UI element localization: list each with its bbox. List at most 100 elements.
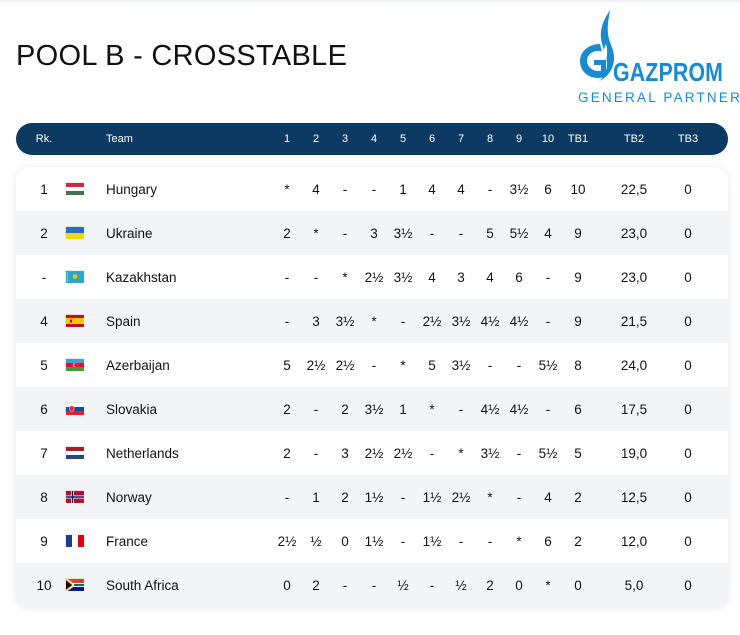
score-cell: 1: [312, 489, 320, 505]
score-cell: 3½: [393, 225, 413, 241]
tb3-cell: 0: [684, 577, 692, 593]
score-cell: 3: [312, 313, 320, 329]
score-cell: ½: [397, 577, 409, 593]
score-cell: 2: [486, 577, 494, 593]
score-cell: -: [371, 181, 377, 197]
sponsor-name: GAZPROM: [613, 57, 724, 87]
netherlands-flag: [65, 446, 84, 460]
tb3-cell: 0: [684, 445, 692, 461]
team-name: Hungary: [106, 181, 158, 197]
score-cell: 2½: [277, 533, 297, 549]
score-cell: 3½: [451, 313, 471, 329]
score-cell: -: [429, 577, 435, 593]
tb1-cell: 0: [574, 577, 582, 593]
score-cell: -: [284, 269, 290, 285]
tb3-cell: 0: [684, 269, 692, 285]
header-team: Team: [106, 133, 133, 145]
team-name: Azerbaijan: [106, 357, 170, 373]
header-tb2: TB2: [623, 133, 645, 145]
score-cell: -: [400, 533, 406, 549]
score-cell: -: [545, 269, 551, 285]
score-cell: 6: [515, 269, 523, 285]
score-cell: 0: [515, 577, 523, 593]
score-cell: -: [487, 533, 493, 549]
score-cell: ½: [455, 577, 467, 593]
score-cell: *: [400, 357, 406, 373]
score-cell: -: [487, 181, 493, 197]
table-row: 9 France 2½ ½ 0 1½ -1½ - - * 6 2 12,0 0: [16, 519, 728, 563]
score-cell: 2: [283, 445, 291, 461]
header-round-9: 9: [515, 133, 523, 145]
score-cell: -: [429, 225, 435, 241]
score-cell: 2: [283, 401, 291, 417]
table-row: - Kazakhstan - - * 2½ 3½ 4 3 4 6 - 9 23,0 0: [16, 255, 728, 299]
header-round-2: 2: [312, 133, 320, 145]
tb2-cell: 5,0: [624, 577, 644, 593]
score-cell: -: [400, 489, 406, 505]
score-cell: -: [342, 181, 348, 197]
score-cell: 1: [399, 401, 407, 417]
tb1-cell: 5: [574, 445, 582, 461]
south-africa-flag: [65, 578, 84, 591]
tb3-cell: 0: [684, 313, 692, 329]
score-cell: -: [516, 357, 522, 373]
score-cell: -: [313, 401, 319, 417]
spain-flag: [65, 314, 84, 327]
score-cell: 3½: [335, 313, 355, 329]
crosstable: 1 Hungary * 4- -1 4 4-3½ 6 10 22,5 0 2 Ukraine 2 * -3 3½…: [16, 167, 728, 607]
tb1-cell: 10: [570, 181, 586, 197]
team-name: France: [106, 533, 149, 549]
table-row: 8 Norway -1 2 1½ -1½ 2½ * -4 2 12,5 0: [16, 475, 728, 519]
team-name: Netherlands: [106, 445, 179, 461]
tb3-cell: 0: [684, 225, 692, 241]
top-divider: [0, 0, 740, 4]
score-cell: 4½: [480, 313, 500, 329]
score-cell: 4: [428, 269, 436, 285]
norway-flag: [65, 490, 84, 503]
score-cell: -: [371, 357, 377, 373]
tb3-cell: 0: [684, 401, 692, 417]
score-cell: 2½: [335, 357, 355, 373]
table-row: 10 South Africa 0 2 - - ½ - ½ 2 0 * 0 5,0 0: [16, 563, 728, 607]
france-flag: [65, 534, 85, 547]
score-cell: 1: [399, 181, 407, 197]
tb2-cell: 21,5: [620, 313, 648, 329]
rank-cell: 9: [40, 533, 48, 549]
header-tb1: TB1: [567, 133, 589, 145]
score-cell: 3½: [451, 357, 471, 373]
score-cell: 2½: [393, 445, 413, 461]
team-name: Spain: [106, 313, 141, 329]
score-cell: 3: [457, 269, 465, 285]
score-cell: 3½: [480, 445, 500, 461]
team-name: South Africa: [106, 577, 179, 593]
azerbaijan-flag: [65, 358, 84, 372]
score-cell: 4: [544, 489, 552, 505]
score-cell: -: [313, 445, 319, 461]
tb2-cell: 17,5: [620, 401, 648, 417]
page-title: POOL B - CROSSTABLE: [16, 40, 348, 72]
score-cell: -: [458, 225, 464, 241]
tb1-cell: 2: [574, 533, 582, 549]
score-cell: 4: [544, 225, 552, 241]
header-round-6: 6: [428, 133, 436, 145]
score-cell: 2: [341, 489, 349, 505]
score-cell: -: [284, 489, 290, 505]
score-cell: 2½: [451, 489, 471, 505]
score-cell: -: [371, 577, 377, 593]
score-cell: -: [545, 401, 551, 417]
header-round-7: 7: [457, 133, 465, 145]
table-row: 7 Netherlands 2-3 2½ 2½ - * 3½ -5½ 5 19,0 0: [16, 431, 728, 475]
tb2-cell: 24,0: [620, 357, 648, 373]
score-cell: 3½: [509, 181, 529, 197]
score-cell: *: [342, 269, 348, 285]
rank-cell: -: [41, 269, 47, 285]
tb2-cell: 23,0: [620, 225, 648, 241]
rank-cell: 6: [40, 401, 48, 417]
score-cell: 2: [341, 401, 349, 417]
score-cell: 4: [457, 181, 465, 197]
tb1-cell: 9: [574, 225, 582, 241]
score-cell: -: [284, 313, 290, 329]
score-cell: -: [342, 577, 348, 593]
score-cell: 3: [341, 445, 349, 461]
score-cell: 2: [312, 577, 320, 593]
